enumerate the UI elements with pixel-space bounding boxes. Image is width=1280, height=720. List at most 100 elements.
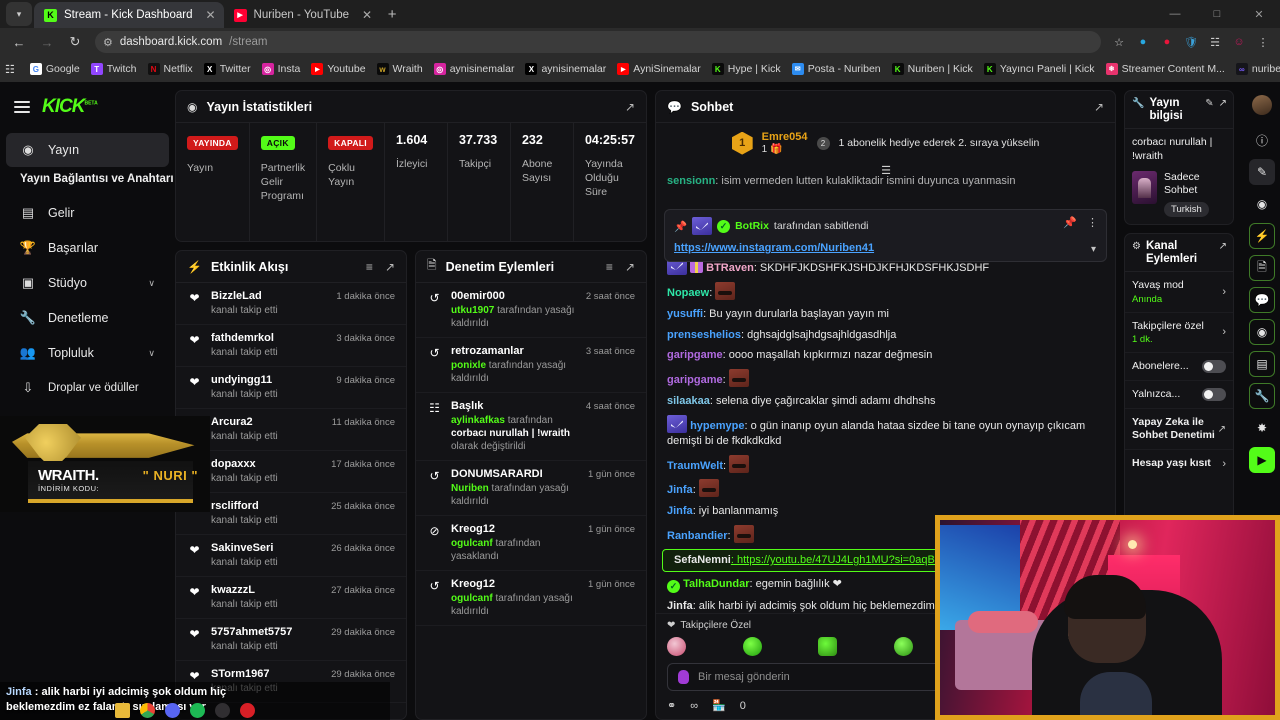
bookmark-aynisinemalar-ig[interactable]: ◎ aynisinemalar: [429, 60, 520, 78]
bookmark-twitter[interactable]: X Twitter: [199, 60, 256, 78]
chat-username[interactable]: BTRaven: [706, 262, 754, 275]
chat-link[interactable]: : https://youtu.be/47UJ4Lgh1MU?si=0aqBLS…: [730, 554, 1003, 566]
channel-action-subs-only[interactable]: Abonelere...: [1125, 353, 1233, 381]
record-icon[interactable]: ●: [1163, 36, 1171, 48]
filter-icon[interactable]: ≡: [365, 259, 373, 274]
site-settings-icon[interactable]: ⚙: [103, 36, 113, 49]
bookmark-yayinci-paneli[interactable]: K Yayıncı Paneli | Kick: [979, 60, 1100, 78]
channel-action-slow-mode[interactable]: Yavaş mod Anında ›: [1125, 272, 1233, 313]
bookmark-nuriben-kick[interactable]: K Nuriben | Kick: [887, 60, 978, 78]
emote-green-1[interactable]: [742, 637, 762, 656]
moderation-row[interactable]: ↺ 00emir000 utku1907 tarafından yasağı k…: [416, 283, 646, 338]
user-avatar[interactable]: [1252, 95, 1272, 115]
tab-close-icon[interactable]: ✕: [362, 8, 373, 22]
bookmark-hype-kick[interactable]: K Hype | Kick: [707, 60, 786, 78]
activity-row[interactable]: ❤ kwazzzL kanalı takip etti 27 dakika önce: [176, 577, 406, 619]
store-icon[interactable]: 🏪: [712, 700, 726, 712]
forward-icon[interactable]: →: [40, 34, 54, 50]
emote-picker-icon[interactable]: ⚭: [667, 700, 677, 712]
pinned-author[interactable]: BotRix: [735, 220, 769, 232]
shield-icon[interactable]: 🛡: [1184, 36, 1198, 49]
puzzle-icon[interactable]: ☵: [1210, 36, 1220, 49]
obs-icon[interactable]: [215, 703, 230, 718]
bookmark-youtube[interactable]: ▶ Youtube: [306, 60, 370, 78]
sub-gift-promo[interactable]: 1 Emre054 1 🎁 2 1 abonelik hediye ederek …: [656, 123, 1115, 161]
chrome-icon[interactable]: [140, 703, 155, 718]
spotify-icon[interactable]: [190, 703, 205, 718]
pencil-icon[interactable]: ✎: [1249, 159, 1275, 185]
channel-action-emotes-only[interactable]: Yalnızca...: [1125, 381, 1233, 409]
moderation-row[interactable]: ↺ Kreog12 ogulcanf tarafından yasağı kal…: [416, 571, 646, 626]
sidebar-item-studyo[interactable]: ▣ Stüdyo ∨: [6, 266, 169, 300]
lightning-icon[interactable]: ⚡: [1249, 223, 1275, 249]
activity-row[interactable]: ❤ undyingg11 kanalı takip etti 9 dakika önc…: [176, 367, 406, 409]
tab-close-icon[interactable]: ✕: [205, 8, 216, 22]
chevron-right-icon[interactable]: ›: [1222, 326, 1226, 339]
chat-username[interactable]: sensionn: [667, 175, 716, 188]
chat-username[interactable]: hypemype: [690, 419, 745, 432]
close-window-button[interactable]: ✕: [1254, 8, 1264, 21]
chevron-down-icon[interactable]: ▾: [1090, 244, 1096, 255]
expand-icon[interactable]: ↗: [384, 259, 395, 274]
apps-grid-icon[interactable]: ☷: [5, 63, 15, 76]
profile-avatar-icon[interactable]: ☺: [1233, 36, 1245, 48]
infinity-icon[interactable]: ∞: [690, 699, 699, 712]
expand-icon[interactable]: ↗: [1218, 98, 1227, 109]
expand-icon[interactable]: ↗: [1218, 241, 1227, 252]
channel-action-ai-moderation[interactable]: Yapay Zeka ile Sohbet Denetimi ↗: [1125, 409, 1233, 451]
chat-username[interactable]: TalhaDundar: [683, 577, 750, 590]
sidebar-item-denetleme[interactable]: 🔧 Denetleme: [6, 301, 169, 335]
chevron-down-icon[interactable]: ∨: [148, 277, 155, 288]
go-live-button[interactable]: ▶: [1249, 447, 1275, 473]
emote-green-3[interactable]: [893, 637, 913, 656]
skype-icon[interactable]: ●: [1139, 36, 1147, 48]
activity-row[interactable]: ❤ SakinveSeri kanalı takip etti 26 dakika ö…: [176, 535, 406, 577]
activity-row[interactable]: ❤ BizzleLad kanalı takip etti 1 dakika önce: [176, 283, 406, 325]
unpin-icon[interactable]: 📌: [1063, 217, 1077, 229]
bookmark-nuriben-channel[interactable]: ∞nuriben - Channel S...: [1231, 60, 1280, 78]
moderation-row[interactable]: ↺ retrozamanlar ponixle tarafından yasağ…: [416, 338, 646, 393]
chat-username[interactable]: silaakaa: [667, 395, 710, 408]
sidebar-item-yayin[interactable]: ◉ Yayın: [6, 133, 169, 167]
chat-username[interactable]: Jinfa: [667, 599, 693, 612]
reload-icon[interactable]: ↻: [69, 34, 81, 49]
tab-search-button[interactable]: ▾: [6, 2, 32, 26]
bookmark-twitch[interactable]: T Twitch: [86, 60, 142, 78]
stream-deck-icon[interactable]: ▤: [1249, 351, 1275, 377]
expand-icon[interactable]: ↗: [624, 259, 635, 274]
bookmark-aynisinemalar-yt[interactable]: ▶ AyniSinemalar: [612, 60, 706, 78]
expand-icon[interactable]: ↗: [624, 99, 635, 114]
chevron-down-icon[interactable]: ∨: [148, 347, 155, 358]
collapse-arrows-icon[interactable]: ☰: [881, 165, 891, 178]
minimize-button[interactable]: —: [1169, 8, 1181, 20]
note-icon[interactable]: 🗎: [1249, 255, 1275, 281]
pinned-link[interactable]: https://www.instagram.com/Nuriben41: [674, 242, 875, 254]
browser-tab-kick[interactable]: K Stream - Kick Dashboard ✕: [34, 2, 224, 28]
external-link-icon[interactable]: ↗: [1217, 423, 1226, 435]
emote-green-square[interactable]: [818, 637, 838, 656]
kick-logo[interactable]: KICKBETA: [42, 96, 98, 118]
folder-icon[interactable]: [115, 703, 130, 718]
chevron-right-icon[interactable]: ›: [1222, 457, 1226, 470]
chat-username[interactable]: garipgame: [667, 374, 723, 387]
camera-icon[interactable]: ◉: [1256, 197, 1268, 211]
kebab-menu-icon[interactable]: ⋮: [1087, 217, 1098, 229]
sidebar-item-droplar[interactable]: ⇩ Droplar ve ödüller: [6, 371, 169, 405]
broadcast-icon[interactable]: ◉: [1249, 319, 1275, 345]
moderation-row[interactable]: ⊘ Kreog12 ogulcanf tarafından yasaklandı…: [416, 516, 646, 571]
url-input[interactable]: ⚙ dashboard.kick.com /stream: [95, 31, 1101, 53]
wrench-icon[interactable]: 🔧: [1249, 383, 1275, 409]
bookmark-google[interactable]: G Google: [25, 60, 85, 78]
app-icon[interactable]: [240, 703, 255, 718]
sidebar-item-basarilar[interactable]: 🏆 Başarılar: [6, 231, 169, 265]
chat-username[interactable]: Jinfa: [667, 505, 693, 518]
back-icon[interactable]: ←: [12, 34, 26, 50]
activity-row[interactable]: ❤ fathdemrkol kanalı takip etti 3 dakika ön…: [176, 325, 406, 367]
moderation-row[interactable]: ↺ DONUMSARARDI Nuriben tarafından yasağı…: [416, 461, 646, 516]
sidebar-item-gelir[interactable]: ▤ Gelir: [6, 196, 169, 230]
discord-icon[interactable]: [165, 703, 180, 718]
